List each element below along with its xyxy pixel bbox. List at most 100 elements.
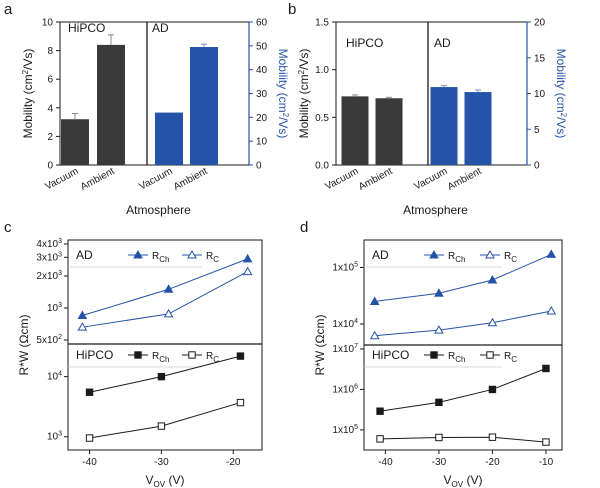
panel-c-ad-name: AD (76, 248, 93, 262)
panel-b-xlabel: Atmosphere (403, 203, 468, 217)
panel-c-hipco-data-point (157, 422, 166, 430)
panel-d-ad-series-line (374, 253, 552, 302)
panel-a-left-tick-label: 4 (47, 103, 53, 114)
panel-d-ad-data-point (369, 296, 380, 305)
panel-a-xlabel: Atmosphere (126, 203, 191, 217)
panel-a-right-tick-label: 50 (256, 41, 268, 52)
panel-c-ad-data-point (77, 322, 88, 331)
panel-d-x-tick-label: -20 (485, 457, 500, 468)
panel-a-left-tick-label: 8 (47, 46, 53, 57)
panel-d-ad-data-point (487, 317, 498, 327)
panel-c-x-tick-label: -20 (226, 457, 241, 468)
panel-d-ad-data-point (434, 325, 444, 334)
panel-c-hipco-data-point (157, 372, 166, 381)
panel-c-ad-y-tick-label: 2x103 (36, 270, 62, 282)
panel-c-hipco-data-point (236, 398, 245, 407)
panel-c-ad-series-line (82, 271, 248, 328)
panel-d-hipco-legend-marker (430, 351, 438, 359)
panel-b-ylabel-left: Mobility (cm2/Vs) (297, 49, 311, 139)
panel-b-bar (430, 87, 458, 165)
panel-b-right-tick-label: 5 (534, 125, 540, 136)
panel-b-category-label: Ambient (357, 166, 395, 193)
panel-a-category-label: Ambient (172, 166, 210, 193)
panel-d-hipco-data-point (542, 438, 550, 446)
panel-b-right-tick-label: 20 (534, 18, 546, 29)
panel-c-hipco-y-tick-label: 103 (47, 431, 62, 443)
panel-a-ylabel-right: Mobility (cm2/Vs) (276, 49, 290, 139)
panel-b-group-label: AD (434, 36, 451, 50)
panel-c-ad-legend-label: RCh (152, 251, 169, 264)
panel-b-right-tick-label: 10 (534, 89, 546, 100)
panel-d-ad-data-point (369, 330, 380, 340)
panel-a-right-tick-label: 10 (256, 137, 268, 148)
panel-c-hipco-legend-label: RC (206, 351, 219, 364)
panel-d-hipco-data-point (435, 398, 443, 407)
panel-b-letter: b (288, 1, 296, 18)
panel-d-ad-y-tick-label: 1x104 (332, 318, 358, 330)
panel-b-left-tick-label: 1.0 (315, 65, 329, 76)
panel-b-ylabel-right: Mobility (cm2/Vs) (554, 49, 568, 139)
panel-c-frame (67, 239, 263, 451)
panel-c-letter: c (4, 219, 12, 236)
panel-c-ad-data-point (242, 253, 253, 263)
panel-d-hipco-data-point (435, 433, 443, 442)
panel-a-category-label: Ambient (79, 166, 117, 193)
panel-d-ad-legend-label: RCh (448, 251, 465, 264)
panel-a-bar (97, 44, 125, 165)
panel-b-group-label: HiPCO (346, 36, 383, 50)
panel-d-ad-data-point (546, 249, 557, 258)
panel-c-ad-y-tick-label: 103 (47, 302, 62, 314)
panel-a-bar (155, 112, 183, 165)
panel-c-ad-data-point (242, 266, 253, 276)
panel-c-hipco-data-point (85, 388, 94, 396)
panel-d-hipco-y-tick-label: 1x107 (332, 343, 358, 355)
panel-b-right-tick-label: 15 (534, 53, 546, 64)
panel-c-hipco-series-line (89, 402, 241, 439)
panel-d-ad-legend-marker (429, 249, 439, 259)
panel-c-hipco-data-point (236, 352, 245, 360)
panel-c-hipco-name: HiPCO (76, 348, 113, 362)
panel-c-hipco-legend-label: RCh (152, 351, 169, 364)
panel-d-hipco-y-tick-label: 1x105 (332, 424, 358, 436)
panel-a-right-tick-label: 40 (256, 65, 268, 76)
panel-d-hipco-y-tick-label: 1x106 (332, 383, 358, 395)
panel-b-left-tick-label: 0.5 (315, 113, 329, 124)
panel-d-letter: d (300, 219, 308, 236)
panel-d-ad-data-point (546, 305, 557, 315)
panel-c-x-tick-label: -40 (82, 457, 97, 468)
panel-d-hipco-data-point (376, 407, 384, 415)
panel-c-ad-legend-label: RC (206, 251, 219, 264)
panel-c-hipco-legend-marker (134, 351, 142, 359)
panel-d-hipco-data-point (542, 364, 550, 373)
panel-c-ad-legend-marker (187, 249, 197, 259)
panel-b-right-tick-label: 0 (534, 161, 540, 172)
panel-a-right-tick-label: 0 (256, 161, 262, 172)
panel-a-letter: a (4, 1, 13, 18)
panel-a-right-tick-label: 30 (256, 89, 268, 100)
panel-a-right-tick-label: 20 (256, 113, 268, 124)
panel-a-bar (190, 47, 218, 165)
panel-b-bar (341, 96, 369, 165)
panel-b-bar (375, 98, 403, 165)
panel-d-ylabel: R*W (Ωcm) (313, 315, 327, 376)
panel-b-left-tick-label: 0.0 (315, 161, 329, 172)
panel-d-ad-series-line (374, 310, 552, 337)
panel-c-ad-data-point (163, 308, 174, 318)
panel-a-group-label: AD (152, 21, 169, 35)
panel-a-left-tick-label: 10 (42, 18, 54, 29)
panel-d-hipco-data-point (488, 385, 497, 394)
panel-d-hipco-legend-marker (486, 351, 494, 359)
panel-d-hipco-name: HiPCO (372, 348, 409, 362)
panel-d-ad-legend-label: RC (504, 251, 517, 264)
panel-d-hipco-legend-label: RC (504, 351, 517, 364)
panel-c-ad-legend-marker (133, 249, 143, 259)
panel-c-ad-y-tick-label: 3x103 (36, 251, 62, 263)
panel-a-right-tick-label: 60 (256, 18, 268, 29)
panel-b-left-tick-label: 1.5 (315, 18, 329, 29)
panel-d-hipco-series-line (379, 368, 547, 412)
panel-d-ad-name: AD (372, 248, 389, 262)
panel-a-bar (61, 119, 89, 165)
panel-d-hipco-data-point (376, 435, 384, 443)
panel-c-ad-y-tick-label: 5x102 (36, 334, 62, 346)
